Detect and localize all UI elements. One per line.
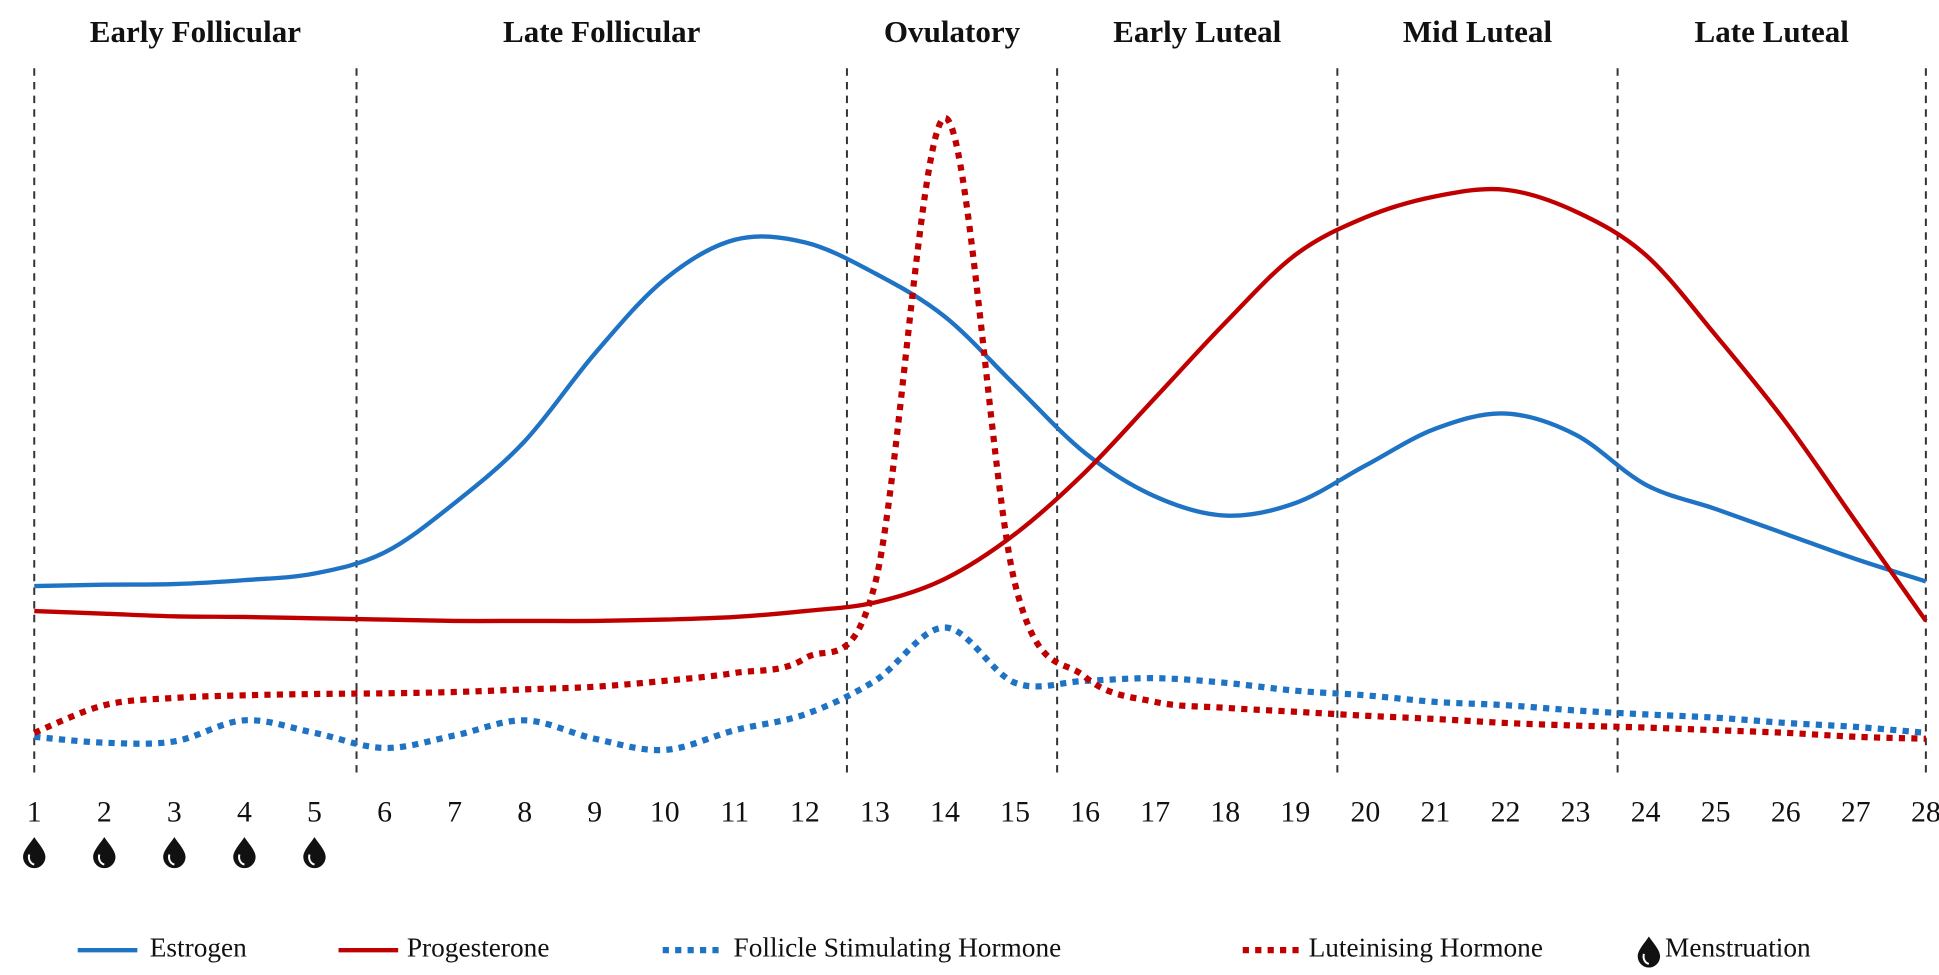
x-tick-label: 18	[1210, 796, 1240, 829]
drop-highlight	[308, 854, 315, 866]
x-tick-label: 20	[1350, 796, 1380, 829]
legend-label: Follicle Stimulating Hormone	[734, 932, 1062, 962]
x-tick-label: 12	[790, 796, 820, 829]
x-tick-label: 14	[930, 796, 960, 829]
x-tick-label: 9	[587, 796, 602, 829]
series-line	[34, 234, 1927, 589]
phase-label: Early Follicular	[90, 14, 301, 49]
menstruation-marker	[233, 837, 256, 869]
x-tick-label: 2	[97, 796, 112, 829]
x-tick-label: 15	[1000, 796, 1030, 829]
menstruation-marker	[23, 837, 46, 869]
x-tick-label: 8	[517, 796, 532, 829]
drop-highlight	[97, 854, 105, 866]
x-tick-label: 28	[1911, 796, 1939, 829]
drop-highlight	[168, 854, 175, 866]
phase-label: Late Luteal	[1695, 14, 1850, 49]
menstruation-marker	[303, 837, 326, 869]
phase-label: Ovulatory	[884, 14, 1021, 49]
menstruation-marker	[93, 837, 116, 869]
x-tick-label: 21	[1421, 796, 1451, 829]
legend-label: Menstruation	[1665, 932, 1811, 962]
phase-label: Late Follicular	[503, 14, 701, 49]
x-tick-label: 27	[1841, 796, 1871, 829]
series-line	[34, 186, 1928, 624]
x-tick-label: 11	[720, 796, 749, 829]
legend-label: Progesterone	[407, 932, 550, 962]
x-tick-label: 26	[1771, 796, 1801, 829]
x-tick-label: 19	[1280, 796, 1310, 829]
x-tick-label: 16	[1070, 796, 1100, 829]
x-tick-label: 1	[27, 796, 42, 829]
phase-label: Mid Luteal	[1403, 14, 1553, 49]
x-tick-label: 6	[377, 796, 392, 829]
x-tick-label: 5	[307, 796, 322, 829]
drop-highlight	[27, 854, 35, 866]
x-tick-label: 13	[860, 796, 890, 829]
menstruation-marker	[163, 837, 186, 869]
x-tick-label: 10	[650, 796, 680, 829]
x-tick-label: 25	[1701, 796, 1731, 829]
x-tick-label: 24	[1631, 796, 1661, 829]
drop-highlight	[238, 854, 245, 866]
series-line	[33, 114, 1926, 742]
x-tick-label: 23	[1561, 796, 1591, 829]
series-line	[33, 624, 1927, 754]
phase-label: Early Luteal	[1113, 14, 1282, 49]
legend-drop	[1637, 936, 1661, 968]
x-tick-label: 3	[167, 796, 182, 829]
x-tick-label: 17	[1140, 796, 1170, 829]
x-tick-label: 7	[447, 796, 462, 829]
legend-label: Luteinising Hormone	[1309, 932, 1543, 962]
x-tick-label: 22	[1491, 796, 1521, 829]
drop-highlight	[1642, 953, 1650, 965]
x-tick-label: 4	[237, 796, 252, 829]
legend-label: Estrogen	[150, 932, 247, 962]
